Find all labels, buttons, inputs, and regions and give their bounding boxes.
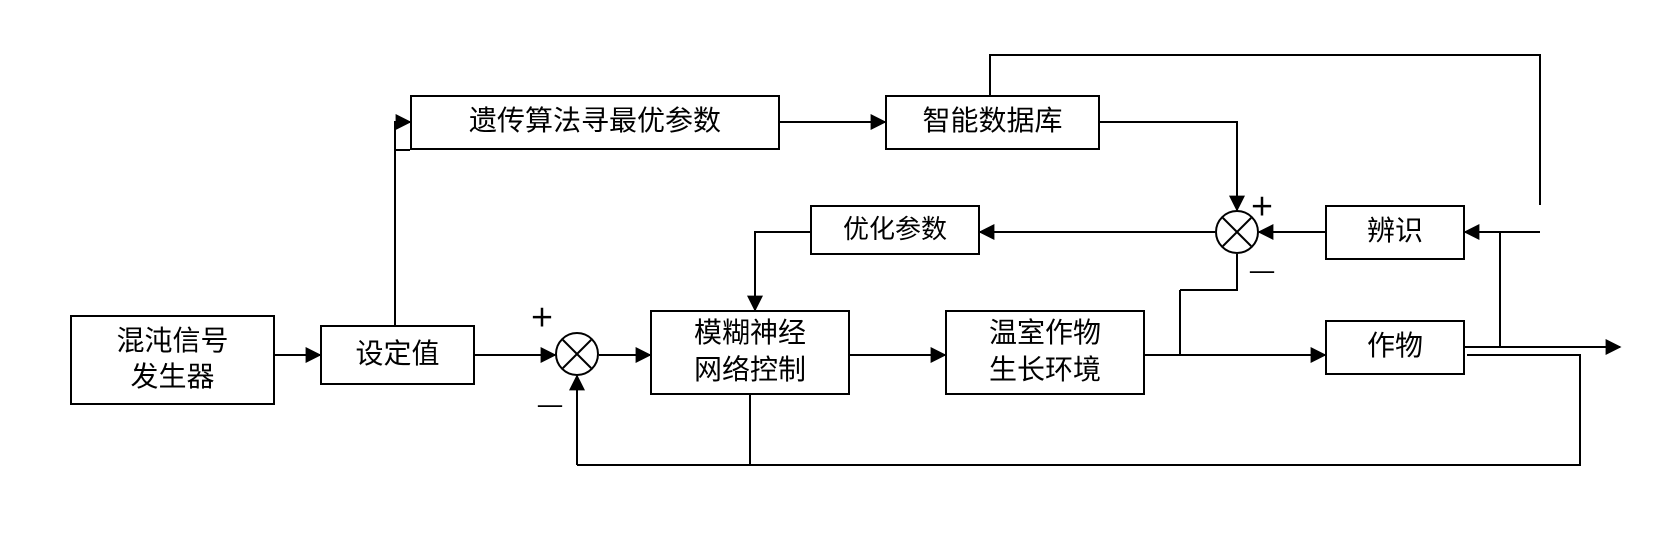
diagram-canvas: 混沌信号 发生器 设定值 遗传算法寻最优参数 智能数据库 优化参数 模糊神经 网…: [0, 0, 1658, 533]
sign-plus: ＋: [1250, 187, 1274, 222]
node-label: 温室作物 生长环境: [989, 316, 1101, 389]
node-greenhouse-env: 温室作物 生长环境: [945, 310, 1145, 395]
sum-junction-main: [555, 332, 599, 376]
node-genetic-algo: 遗传算法寻最优参数: [410, 95, 780, 150]
node-crop: 作物: [1325, 320, 1465, 375]
node-identify: 辨识: [1325, 205, 1465, 260]
node-label: 设定值: [355, 337, 439, 373]
node-label: 辨识: [1367, 214, 1423, 250]
sign-minus: —: [1250, 258, 1274, 285]
sign-plus: ＋: [530, 298, 554, 333]
node-label: 作物: [1367, 329, 1423, 365]
node-chaos-generator: 混沌信号 发生器: [70, 315, 275, 405]
node-smart-db: 智能数据库: [885, 95, 1100, 150]
node-label: 混沌信号 发生器: [116, 324, 228, 397]
node-label: 优化参数: [843, 213, 947, 247]
node-optimize-params: 优化参数: [810, 205, 980, 255]
node-label: 模糊神经 网络控制: [694, 316, 806, 389]
sign-minus: —: [538, 392, 562, 419]
node-set-value: 设定值: [320, 325, 475, 385]
node-label: 遗传算法寻最优参数: [469, 104, 721, 140]
edges-layer: [0, 0, 1658, 533]
node-fuzzy-nn: 模糊神经 网络控制: [650, 310, 850, 395]
node-label: 智能数据库: [922, 104, 1062, 140]
